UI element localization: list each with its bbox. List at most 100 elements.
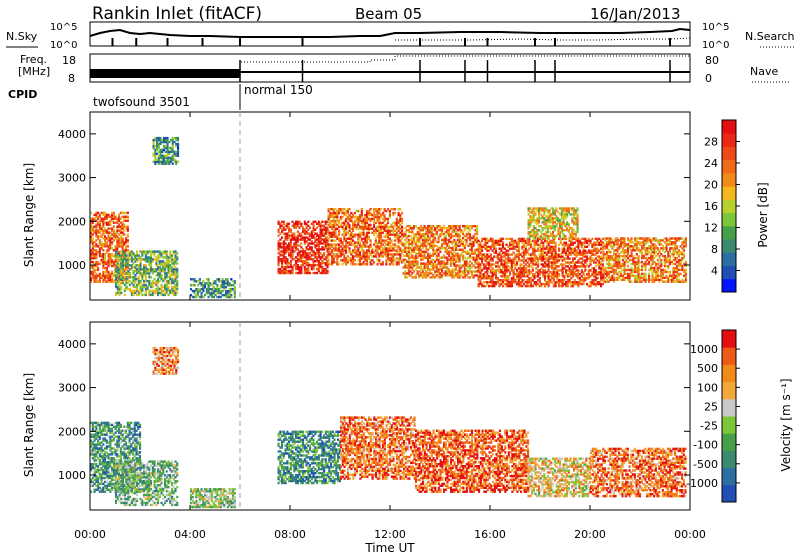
power-echo-5	[360, 225, 363, 229]
power-echo-1	[148, 256, 151, 259]
power-echo-3	[218, 288, 221, 291]
power-echo-6	[439, 262, 442, 265]
power-echo-7	[491, 237, 494, 241]
power-echo-1	[157, 254, 160, 257]
power-echo-4	[298, 256, 301, 259]
power-echo-5	[371, 213, 374, 217]
power-echo-5	[378, 221, 381, 225]
power-echo-2	[175, 160, 178, 163]
power-echo-4	[307, 256, 310, 259]
power-echo-5	[397, 227, 400, 230]
power-echo-6	[437, 270, 440, 273]
power-echo-7	[517, 259, 520, 262]
power-echo-7	[598, 243, 601, 246]
power-echo-1	[115, 283, 118, 287]
power-echo-0	[95, 280, 98, 283]
power-echo-6	[432, 244, 435, 248]
power-echo-5	[366, 231, 369, 234]
power-echo-0	[105, 268, 108, 272]
power-echo-1	[127, 258, 130, 261]
power-echo-7	[535, 261, 538, 264]
power-echo-5	[343, 227, 346, 230]
power-echo-6	[441, 238, 444, 242]
power-echo-4	[282, 240, 285, 243]
power-echo-1	[155, 274, 158, 277]
power-echo-1	[151, 289, 154, 293]
power-echo-6	[462, 248, 465, 251]
power-echo-2	[157, 156, 160, 159]
power-echo-4	[319, 248, 322, 251]
power-echo-6	[470, 256, 473, 259]
power-echo-7	[489, 271, 492, 274]
power-echo-1	[165, 289, 168, 293]
power-echo-4	[310, 263, 313, 267]
power-echo-5	[397, 233, 400, 236]
power-echo-6	[476, 227, 479, 230]
power-echo-7	[523, 245, 526, 248]
power-echo-4	[296, 236, 299, 239]
power-echo-7	[558, 273, 561, 276]
power-echo-0	[104, 235, 107, 238]
power-echo-6	[442, 240, 445, 244]
power-echo-1	[141, 277, 144, 281]
power-echo-6	[423, 227, 426, 230]
power-echo-6	[456, 242, 459, 246]
power-echo-5	[399, 239, 402, 242]
power-echo-4	[317, 220, 320, 223]
power-echo-0	[95, 272, 98, 276]
power-echo-6	[402, 232, 405, 236]
power-echo-0	[107, 249, 110, 252]
power-echo-1	[136, 285, 139, 289]
power-echo-4	[314, 256, 317, 259]
power-echo-1	[139, 287, 142, 291]
power-echo-1	[148, 276, 151, 279]
power-echo-1	[164, 262, 167, 265]
power-echo-2	[154, 136, 157, 140]
power-echo-6	[456, 254, 459, 257]
power-echo-8	[527, 225, 530, 228]
power-echo-5	[373, 225, 376, 229]
power-echo-0	[112, 264, 115, 268]
power-echo-0	[126, 227, 129, 230]
power-echo-5	[357, 237, 360, 240]
power-echo-5	[399, 231, 402, 234]
power-echo-0	[104, 243, 107, 246]
power-echo-7	[509, 273, 512, 276]
power-echo-7	[484, 241, 487, 244]
power-echo-7	[538, 243, 541, 246]
power-echo-3	[204, 293, 207, 297]
power-echo-5	[359, 235, 362, 238]
power-echo-7	[514, 253, 517, 256]
power-echo-5	[378, 239, 381, 242]
power-echo-7	[517, 267, 520, 270]
power-echo-7	[559, 257, 562, 260]
power-echo-7	[544, 239, 547, 243]
power-echo-1	[132, 293, 135, 297]
power-echo-6	[441, 270, 444, 273]
power-echo-5	[401, 227, 404, 230]
power-echo-6	[437, 260, 440, 263]
power-echo-0	[107, 262, 110, 266]
power-echo-5	[331, 257, 334, 260]
power-echo-5	[395, 261, 398, 264]
power-echo-7	[524, 245, 527, 248]
power-echo-5	[355, 215, 358, 219]
power-echo-5	[329, 215, 332, 219]
power-echo-6	[414, 240, 417, 244]
power-echo-7	[579, 251, 582, 254]
power-echo-1	[115, 250, 118, 253]
power-echo-6	[476, 258, 479, 261]
power-echo-5	[332, 225, 335, 229]
power-echo-7	[586, 259, 589, 262]
power-echo-7	[587, 243, 590, 246]
power-echo-9	[607, 262, 610, 266]
power-echo-1	[171, 268, 174, 271]
power-echo-9	[606, 251, 609, 254]
power-echo-7	[538, 284, 541, 288]
power-echo-7	[582, 273, 585, 276]
power-echo-8	[538, 217, 541, 220]
power-echo-6	[472, 236, 475, 240]
power-echo-4	[295, 242, 298, 245]
power-echo-6	[428, 254, 431, 257]
power-echo-7	[600, 255, 603, 258]
